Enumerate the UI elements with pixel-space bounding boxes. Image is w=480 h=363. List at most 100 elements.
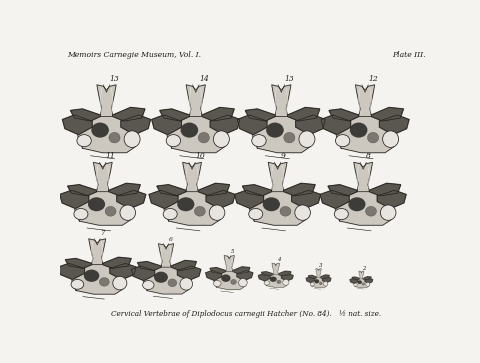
Ellipse shape — [143, 281, 154, 290]
Polygon shape — [296, 115, 325, 135]
Polygon shape — [379, 115, 409, 135]
Ellipse shape — [367, 132, 379, 143]
Ellipse shape — [214, 131, 229, 147]
Polygon shape — [258, 274, 270, 281]
Polygon shape — [352, 277, 360, 280]
Polygon shape — [131, 266, 155, 281]
Ellipse shape — [177, 197, 194, 211]
Polygon shape — [149, 190, 178, 208]
Polygon shape — [178, 266, 201, 281]
Polygon shape — [281, 274, 293, 281]
Polygon shape — [162, 190, 223, 225]
Polygon shape — [284, 183, 315, 196]
Polygon shape — [158, 244, 174, 267]
Ellipse shape — [99, 278, 109, 286]
Polygon shape — [288, 107, 320, 121]
Polygon shape — [210, 115, 240, 135]
Polygon shape — [237, 270, 253, 280]
Polygon shape — [138, 262, 161, 270]
Ellipse shape — [180, 123, 198, 138]
Ellipse shape — [276, 280, 281, 284]
Polygon shape — [363, 277, 371, 280]
Ellipse shape — [194, 207, 205, 216]
Polygon shape — [71, 264, 125, 294]
Ellipse shape — [362, 283, 365, 285]
Polygon shape — [121, 115, 151, 135]
Polygon shape — [183, 162, 202, 192]
Ellipse shape — [105, 207, 116, 216]
Polygon shape — [262, 272, 273, 276]
Ellipse shape — [154, 272, 168, 283]
Polygon shape — [210, 268, 226, 274]
Polygon shape — [356, 85, 374, 117]
Ellipse shape — [319, 282, 323, 285]
Polygon shape — [354, 278, 370, 287]
Polygon shape — [365, 278, 372, 283]
Ellipse shape — [324, 281, 328, 286]
Polygon shape — [117, 190, 146, 208]
Ellipse shape — [348, 197, 366, 211]
Polygon shape — [198, 183, 229, 196]
Polygon shape — [248, 190, 309, 225]
Text: 2: 2 — [362, 266, 366, 271]
Polygon shape — [59, 264, 84, 280]
Polygon shape — [292, 190, 321, 208]
Polygon shape — [370, 183, 401, 196]
Polygon shape — [160, 109, 190, 121]
Ellipse shape — [334, 208, 348, 220]
Polygon shape — [171, 261, 196, 270]
Text: 14: 14 — [199, 74, 209, 82]
Polygon shape — [73, 190, 134, 225]
Polygon shape — [306, 277, 314, 282]
Ellipse shape — [221, 274, 230, 282]
Text: 11: 11 — [106, 152, 116, 160]
Polygon shape — [166, 115, 228, 153]
Polygon shape — [152, 115, 181, 135]
Polygon shape — [213, 270, 246, 289]
Ellipse shape — [366, 282, 370, 286]
Ellipse shape — [77, 135, 91, 147]
Polygon shape — [157, 185, 186, 196]
Ellipse shape — [283, 280, 289, 285]
Polygon shape — [309, 276, 317, 279]
Ellipse shape — [113, 276, 127, 290]
Polygon shape — [268, 162, 287, 192]
Polygon shape — [65, 258, 92, 268]
Ellipse shape — [249, 208, 263, 220]
Polygon shape — [278, 271, 291, 276]
Polygon shape — [237, 115, 267, 135]
Ellipse shape — [252, 135, 266, 147]
Polygon shape — [142, 266, 192, 294]
Polygon shape — [335, 115, 397, 153]
Polygon shape — [323, 277, 331, 282]
Polygon shape — [321, 115, 351, 135]
Polygon shape — [206, 270, 222, 280]
Ellipse shape — [209, 205, 225, 220]
Polygon shape — [97, 85, 116, 117]
Ellipse shape — [166, 135, 180, 147]
Text: Cervical Vertebrae of Diplodocus carnegii Hatcher (No. 84). ½ nat. size.: Cervical Vertebrae of Diplodocus carnegi… — [111, 310, 381, 318]
Polygon shape — [224, 256, 234, 272]
Ellipse shape — [366, 207, 376, 216]
Ellipse shape — [280, 207, 291, 216]
Ellipse shape — [71, 280, 84, 289]
Polygon shape — [329, 109, 359, 121]
Polygon shape — [272, 85, 291, 117]
Ellipse shape — [120, 205, 135, 220]
Ellipse shape — [358, 280, 362, 284]
Polygon shape — [316, 269, 321, 277]
Polygon shape — [233, 267, 250, 274]
Polygon shape — [110, 264, 136, 280]
Text: 9: 9 — [281, 152, 286, 160]
Ellipse shape — [214, 280, 221, 286]
Ellipse shape — [380, 205, 396, 220]
Polygon shape — [320, 190, 349, 208]
Text: 10: 10 — [195, 152, 205, 160]
Ellipse shape — [263, 197, 280, 211]
Text: 5: 5 — [231, 249, 234, 254]
Ellipse shape — [230, 279, 237, 285]
Polygon shape — [372, 107, 403, 121]
Ellipse shape — [270, 277, 276, 282]
Text: 7: 7 — [100, 229, 105, 237]
Text: 4: 4 — [277, 257, 280, 262]
